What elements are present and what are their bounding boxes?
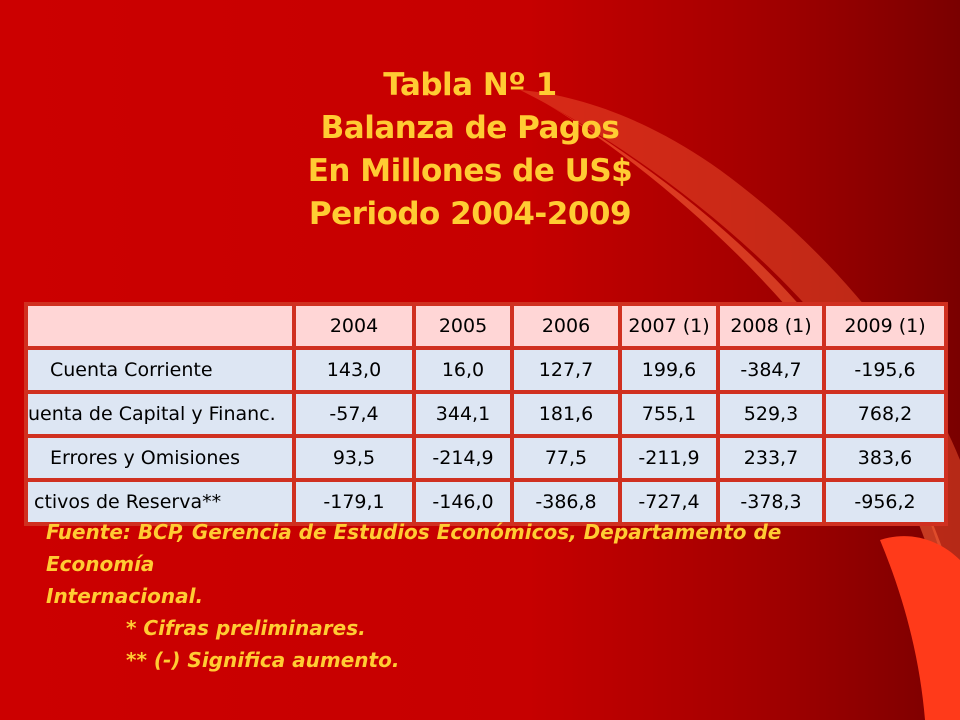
note-preliminary: * Cifras preliminares. xyxy=(126,616,366,640)
table-cell: -211,9 xyxy=(618,434,720,482)
table-cell: 755,1 xyxy=(618,390,720,438)
column-header: 2007 (1) xyxy=(618,302,720,350)
note-sign: ** (-) Significa aumento. xyxy=(126,648,400,672)
title-line-1: Tabla Nº 1 xyxy=(383,67,557,103)
table-cell: 16,0 xyxy=(412,346,514,394)
table-corner-cell xyxy=(24,302,296,350)
row-label: ctivos de Reserva** xyxy=(24,478,296,526)
table-cell: 768,2 xyxy=(822,390,948,438)
table-cell: -956,2 xyxy=(822,478,948,526)
table-cell: 233,7 xyxy=(716,434,826,482)
column-header: 2006 xyxy=(510,302,622,350)
table-cell: 77,5 xyxy=(510,434,622,482)
title-line-2: Balanza de Pagos xyxy=(320,110,620,146)
column-header: 2004 xyxy=(292,302,416,350)
table-cell: 181,6 xyxy=(510,390,622,438)
title-line-4: Periodo 2004-2009 xyxy=(308,196,632,232)
table-cell: 529,3 xyxy=(716,390,826,438)
table-cell: -214,9 xyxy=(412,434,514,482)
table-row: Cuenta Corriente 143,0 16,0 127,7 199,6 … xyxy=(24,346,948,394)
row-label: Cuenta Corriente xyxy=(24,346,296,394)
table-cell: -386,8 xyxy=(510,478,622,526)
table-cell: -179,1 xyxy=(292,478,416,526)
row-label: uenta de Capital y Financ. xyxy=(24,390,296,438)
source-line-2: Internacional. xyxy=(46,584,204,608)
footnotes: Fuente: BCP, Gerencia de Estudios Económ… xyxy=(46,516,846,676)
title-line-3: En Millones de US$ xyxy=(307,153,633,189)
table-cell: 127,7 xyxy=(510,346,622,394)
table-row: uenta de Capital y Financ. -57,4 344,1 1… xyxy=(24,390,948,438)
column-header: 2005 xyxy=(412,302,514,350)
table-cell: -727,4 xyxy=(618,478,720,526)
balance-of-payments-table: 2004 2005 2006 2007 (1) 2008 (1) 2009 (1… xyxy=(24,302,948,526)
table-cell: 199,6 xyxy=(618,346,720,394)
table-cell: -195,6 xyxy=(822,346,948,394)
source-line-1: Fuente: BCP, Gerencia de Estudios Económ… xyxy=(46,520,782,576)
table-cell: 344,1 xyxy=(412,390,514,438)
column-header: 2009 (1) xyxy=(822,302,948,350)
table-cell: 143,0 xyxy=(292,346,416,394)
table-row: ctivos de Reserva** -179,1 -146,0 -386,8… xyxy=(24,478,948,526)
table-cell: -384,7 xyxy=(716,346,826,394)
table-header-row: 2004 2005 2006 2007 (1) 2008 (1) 2009 (1… xyxy=(24,302,948,350)
table-cell: -146,0 xyxy=(412,478,514,526)
table-cell: 383,6 xyxy=(822,434,948,482)
table-row: Errores y Omisiones 93,5 -214,9 77,5 -21… xyxy=(24,434,948,482)
table-cell: -57,4 xyxy=(292,390,416,438)
title-block: Tabla Nº 1 Balanza de Pagos En Millones … xyxy=(260,64,680,236)
column-header: 2008 (1) xyxy=(716,302,826,350)
table-cell: 93,5 xyxy=(292,434,416,482)
row-label: Errores y Omisiones xyxy=(24,434,296,482)
table-cell: -378,3 xyxy=(716,478,826,526)
